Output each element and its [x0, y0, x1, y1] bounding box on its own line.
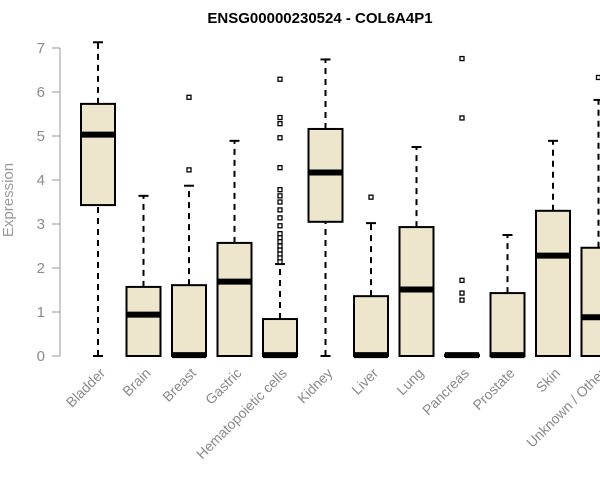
y-tick-label: 4: [37, 172, 45, 189]
box-group: [80, 41, 116, 357]
box-group: [580, 74, 600, 357]
boxes: [80, 41, 600, 359]
y-tick-label: 5: [37, 128, 45, 145]
outlier-point: [277, 121, 283, 127]
outlier-point: [595, 74, 600, 81]
x-tick-label: Kidney: [294, 365, 336, 407]
y-tick-label: 6: [37, 84, 45, 101]
outlier-point: [277, 207, 283, 213]
outlier-point: [459, 277, 465, 283]
y-tick-label: 0: [37, 348, 45, 365]
outlier-point: [459, 115, 465, 121]
x-tick-label: Liver: [348, 365, 381, 398]
iqr-box: [80, 102, 116, 207]
x-tick-label: Brain: [119, 365, 153, 399]
x-tick-label: Gastric: [202, 365, 245, 408]
outlier-point: [277, 114, 283, 121]
outlier-point: [277, 215, 283, 221]
y-tick-label: 3: [37, 216, 45, 233]
outlier-point: [277, 199, 283, 205]
box-group: [489, 234, 526, 359]
iqr-box: [353, 295, 389, 358]
iqr-box: [171, 284, 207, 357]
x-tick-label: Breast: [159, 365, 199, 405]
box-group: [262, 76, 298, 359]
outlier-point: [186, 94, 192, 100]
box-group: [353, 194, 389, 359]
chart-title: ENSG00000230524 - COL6A4P1: [207, 10, 432, 27]
y-ticks: 0 1 2 3 4 5 6 7: [37, 40, 60, 365]
x-tick-label: Hematopoietic cells: [193, 365, 290, 462]
iqr-box: [216, 241, 253, 357]
box-group: [444, 55, 480, 359]
outlier-point: [368, 194, 374, 200]
outlier-point: [459, 297, 465, 303]
x-tick-label: Skin: [533, 365, 564, 396]
box-group: [216, 139, 253, 357]
x-tick-label: Lung: [393, 365, 426, 398]
box-group: [398, 146, 435, 357]
outlier-point: [277, 135, 283, 141]
outlier-point: [277, 193, 283, 199]
outlier-point: [277, 223, 283, 229]
box-group: [125, 194, 162, 358]
outlier-point: [277, 231, 283, 237]
x-tick-label: Bladder: [63, 365, 109, 411]
y-tick-label: 7: [37, 40, 45, 57]
box-group: [171, 94, 207, 359]
outlier-point: [459, 55, 465, 62]
outlier-point: [277, 165, 283, 171]
box-group: [535, 139, 571, 357]
iqr-box: [262, 318, 298, 358]
y-tick-label: 2: [37, 260, 45, 277]
x-tick-label: Prostate: [469, 365, 517, 413]
outlier-point: [459, 290, 465, 296]
y-axis-label: Expression: [0, 163, 17, 237]
outlier-point: [277, 243, 283, 249]
iqr-box: [489, 292, 526, 357]
iqr-box: [580, 246, 600, 357]
iqr-box: [125, 285, 162, 358]
box-group: [307, 58, 344, 357]
outlier-point: [186, 167, 192, 173]
x-tick-label: Pancreas: [419, 365, 472, 418]
outlier-point: [277, 187, 283, 193]
iqr-box: [535, 209, 571, 357]
outlier-point: [277, 76, 283, 82]
y-tick-label: 1: [37, 304, 45, 321]
